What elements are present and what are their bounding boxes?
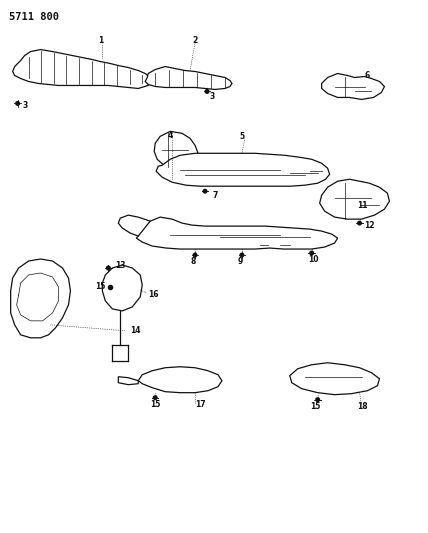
Polygon shape	[138, 367, 222, 393]
Polygon shape	[154, 131, 198, 169]
Polygon shape	[322, 74, 384, 100]
Text: 1: 1	[98, 36, 104, 45]
Text: 13: 13	[115, 261, 126, 270]
Circle shape	[107, 266, 110, 270]
Circle shape	[316, 398, 319, 401]
Circle shape	[240, 253, 244, 257]
Text: 9: 9	[238, 256, 243, 265]
Polygon shape	[13, 50, 152, 88]
Polygon shape	[102, 265, 142, 311]
Polygon shape	[118, 377, 138, 385]
Circle shape	[16, 102, 19, 105]
Text: 15: 15	[150, 400, 160, 409]
Text: 4: 4	[168, 131, 173, 140]
Polygon shape	[290, 363, 380, 394]
Circle shape	[358, 221, 361, 225]
Text: 11: 11	[357, 200, 368, 209]
Text: 7: 7	[212, 191, 217, 200]
Circle shape	[203, 189, 207, 193]
Text: 2: 2	[192, 36, 197, 45]
Text: 14: 14	[130, 326, 141, 335]
Text: 6: 6	[365, 71, 370, 80]
Text: 5711 800: 5711 800	[9, 12, 59, 22]
Text: 10: 10	[308, 255, 318, 263]
Circle shape	[205, 90, 209, 93]
Text: 18: 18	[357, 402, 368, 411]
Circle shape	[310, 251, 313, 255]
Polygon shape	[136, 217, 338, 249]
Text: 5: 5	[240, 132, 245, 141]
Polygon shape	[11, 259, 71, 338]
Polygon shape	[145, 67, 232, 90]
Polygon shape	[118, 215, 150, 236]
Text: 8: 8	[190, 256, 196, 265]
Circle shape	[153, 396, 157, 399]
Text: 15: 15	[95, 282, 106, 292]
Text: 16: 16	[148, 290, 159, 300]
Text: 12: 12	[365, 221, 375, 230]
Text: 17: 17	[195, 400, 206, 409]
Polygon shape	[156, 154, 330, 186]
Text: 15: 15	[310, 402, 320, 411]
Circle shape	[193, 253, 197, 257]
Text: 3: 3	[210, 92, 215, 101]
Text: 3: 3	[23, 101, 28, 110]
Polygon shape	[320, 179, 389, 219]
